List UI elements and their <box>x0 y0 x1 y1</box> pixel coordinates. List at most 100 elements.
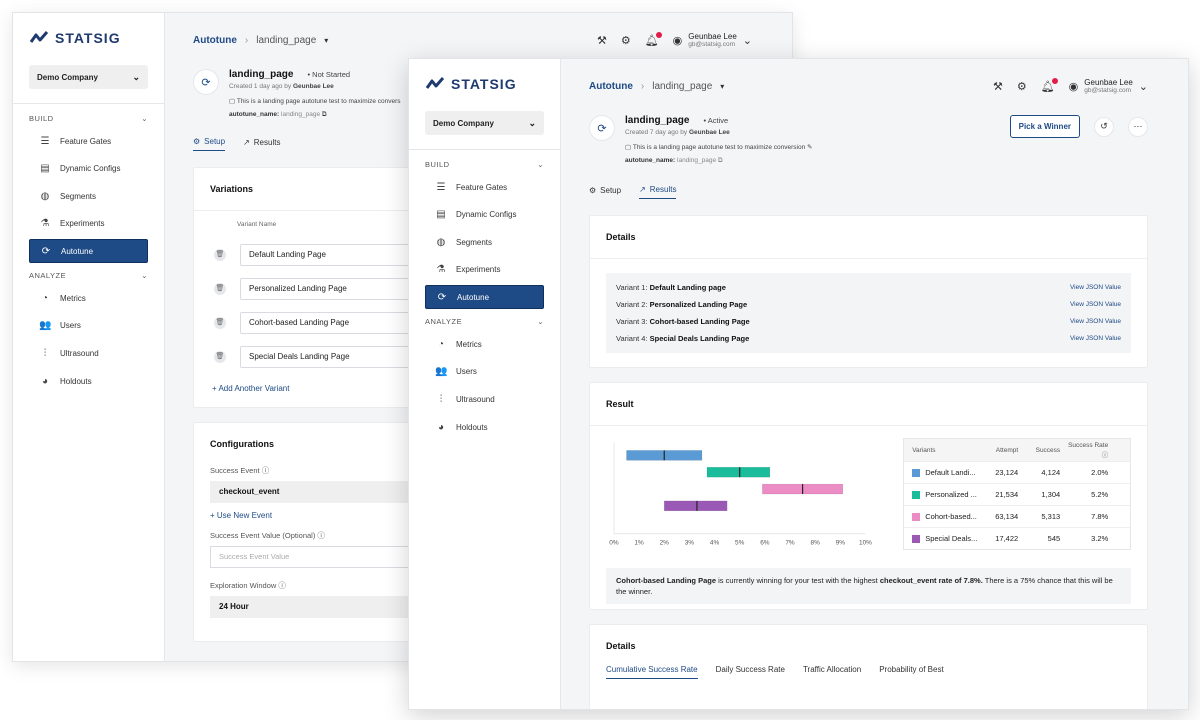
sidebar-item-segments[interactable]: ◍ Segments <box>29 184 148 208</box>
user-avatar-icon: ◉ <box>672 34 683 47</box>
gear-icon[interactable]: ⚙ <box>620 34 631 47</box>
breadcrumb: Autotune › landing_page ▾ <box>193 35 328 46</box>
details2-title: Details <box>606 641 636 651</box>
view-json-link[interactable]: View JSON Value <box>1069 318 1121 325</box>
view-json-link[interactable]: View JSON Value <box>1069 301 1121 308</box>
logo[interactable]: STATSIG <box>29 29 148 47</box>
range-bar <box>706 467 771 478</box>
exploration-window-label: Exploration Window ⓘ <box>210 581 286 590</box>
build-label: BUILD <box>425 160 450 169</box>
user-menu[interactable]: ◉ Geunbae Lee gb@statsig.com ⌄ <box>673 32 752 48</box>
sidebar-item-label: Holdouts <box>456 422 488 432</box>
use-new-event-button[interactable]: + Use New Event <box>210 511 273 520</box>
sidebar-item-experiments[interactable]: ⚗ Experiments <box>29 212 148 236</box>
pencil-icon[interactable]: ✎ <box>807 144 813 151</box>
sidebar-item-holdouts[interactable]: ◕ Holdouts <box>425 415 544 439</box>
page-title: landing_page <box>229 69 294 80</box>
tools-icon[interactable]: ⚒ <box>992 80 1003 93</box>
users-icon: 👥 <box>39 320 52 332</box>
user-name: Geunbae Lee <box>688 32 737 41</box>
statsig-logo-icon <box>29 31 49 43</box>
sidebar-item-ultrasound[interactable]: ⫶ Ultrasound <box>29 342 148 366</box>
sidebar-item-label: Ultrasound <box>60 349 99 359</box>
caret-down-icon[interactable]: ▾ <box>720 81 725 91</box>
user-menu[interactable]: ◉ Geunbae Lee gb@statsig.com ⌄ <box>1069 78 1148 94</box>
sidebar-item-label: Holdouts <box>60 376 92 386</box>
trash-icon[interactable]: 🗑︎ <box>214 351 226 363</box>
tab-daily-success-rate[interactable]: Daily Success Rate <box>715 665 785 674</box>
trash-icon[interactable]: 🗑︎ <box>214 317 226 329</box>
variants-list: Variant 1: Default Landing page View JSON… <box>606 273 1131 353</box>
range-bar <box>663 500 728 512</box>
details-chart-card: Details Cumulative Success Rate Daily Su… <box>589 624 1148 709</box>
table-row: Default Landi... 23,124 4,124 2.0% <box>904 461 1130 483</box>
breadcrumb: Autotune › landing_page ▾ <box>589 81 724 92</box>
table-row: Cohort-based... 63,134 5,313 7.8% <box>904 505 1130 527</box>
list-item: Variant 1: Default Landing page View JSON… <box>616 283 1121 292</box>
view-json-link[interactable]: View JSON Value <box>1069 335 1121 342</box>
config-icon: ▤ <box>436 209 446 221</box>
sidebar-item-experiments[interactable]: ⚗ Experiments <box>425 258 544 282</box>
sidebar-item-autotune[interactable]: ⟳ Autotune <box>29 239 148 264</box>
build-section-header[interactable]: BUILD ⌄ <box>425 160 544 169</box>
chart-line-icon: ↗ <box>639 185 646 194</box>
trash-icon[interactable]: 🗑︎ <box>214 249 226 261</box>
analyze-section-header[interactable]: ANALYZE ⌄ <box>425 317 544 326</box>
success-event-label: Success Event ⓘ <box>210 466 270 475</box>
sidebar-item-dynamic-configs[interactable]: ▤ Dynamic Configs <box>29 157 148 181</box>
bell-icon[interactable]: 🔔︎ <box>645 31 662 47</box>
chevron-down-icon: ⌄ <box>537 317 544 327</box>
breadcrumb-section[interactable]: Autotune <box>193 34 237 46</box>
trash-icon[interactable]: 🗑︎ <box>214 283 226 295</box>
segments-icon: ◍ <box>40 190 50 202</box>
pick-winner-button[interactable]: Pick a Winner <box>1009 115 1080 138</box>
company-selector[interactable]: Demo Company ⌄ <box>29 65 148 89</box>
tab-cumulative-success-rate[interactable]: Cumulative Success Rate <box>606 665 698 679</box>
tab-traffic-allocation[interactable]: Traffic Allocation <box>802 665 862 674</box>
history-icon[interactable]: ↺ <box>1094 116 1114 137</box>
tab-setup[interactable]: ⚙ Setup <box>193 137 226 151</box>
sidebar-item-feature-gates[interactable]: ☰ Feature Gates <box>29 129 148 153</box>
breadcrumb-section[interactable]: Autotune <box>589 80 633 92</box>
tab-setup[interactable]: ⚙ Setup <box>589 185 622 195</box>
legend-swatch <box>912 469 921 477</box>
chevron-down-icon: ⌄ <box>1138 80 1148 93</box>
gear-icon[interactable]: ⚙ <box>1016 80 1027 93</box>
logo[interactable]: STATSIG <box>425 75 544 93</box>
sidebar-item-ultrasound[interactable]: ⫶ Ultrasound <box>425 388 544 412</box>
config-icon: ▤ <box>40 163 50 175</box>
analyze-section-header[interactable]: ANALYZE ⌄ <box>29 271 148 280</box>
copy-icon[interactable]: ⧉ <box>717 157 723 164</box>
sidebar-item-users[interactable]: 👥 Users <box>29 314 148 338</box>
sidebar-item-label: Metrics <box>456 339 482 349</box>
tab-bar: ⚙ Setup ↗ Results <box>589 185 1148 199</box>
chevron-down-icon: ⌄ <box>528 117 536 128</box>
sidebar-item-autotune[interactable]: ⟳ Autotune <box>425 285 544 310</box>
more-options-icon[interactable]: ⋯ <box>1128 116 1148 137</box>
result-card: Result 0% 1% 2% 3% 4% 5% 6% 7% 8% 9% 10% Variants … <box>589 382 1148 610</box>
sidebar-item-segments[interactable]: ◍ Segments <box>425 230 544 254</box>
gear-icon: ⚙ <box>589 185 597 195</box>
autotune-icon: ⟳ <box>41 245 51 257</box>
bell-icon[interactable]: 🔔︎ <box>1041 77 1058 93</box>
created-info: Created 1 day ago by Geunbae Lee <box>229 83 334 90</box>
tab-probability-of-best[interactable]: Probability of Best <box>879 665 944 674</box>
sidebar-item-metrics[interactable]: ◔ Metrics <box>29 286 148 310</box>
view-json-link[interactable]: View JSON Value <box>1069 284 1121 291</box>
sidebar-item-holdouts[interactable]: ◕ Holdouts <box>29 369 148 393</box>
page-header: ⟳ landing_page • Active Created 7 day ago… <box>589 115 812 165</box>
sidebar-item-feature-gates[interactable]: ☰ Feature Gates <box>425 175 544 199</box>
tab-results[interactable]: ↗ Results <box>243 137 281 147</box>
caret-down-icon[interactable]: ▾ <box>324 35 329 45</box>
chevron-down-icon: ⌄ <box>742 34 752 47</box>
tools-icon[interactable]: ⚒ <box>596 34 607 47</box>
autotune-icon: ⟳ <box>589 115 615 141</box>
x-tick-label: 0% <box>609 539 619 546</box>
build-section-header[interactable]: BUILD ⌄ <box>29 114 148 123</box>
tab-results[interactable]: ↗ Results <box>639 185 677 199</box>
sidebar-item-dynamic-configs[interactable]: ▤ Dynamic Configs <box>425 203 544 227</box>
sidebar-item-users[interactable]: 👥 Users <box>425 360 544 384</box>
add-variant-button[interactable]: + Add Another Variant <box>212 384 290 393</box>
company-selector[interactable]: Demo Company ⌄ <box>425 111 544 135</box>
sidebar-item-metrics[interactable]: ◔ Metrics <box>425 332 544 356</box>
